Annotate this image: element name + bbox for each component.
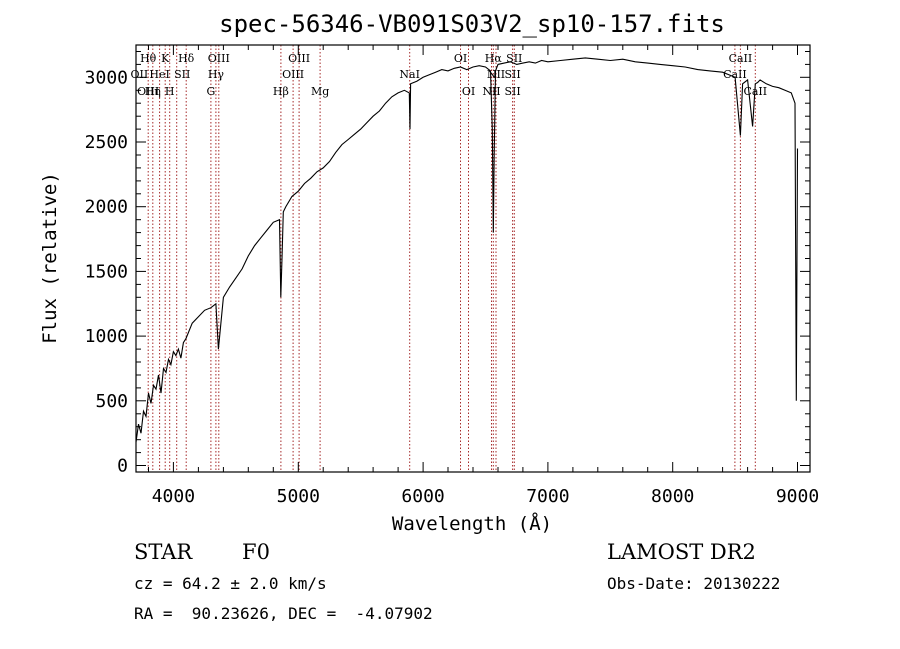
y-tick-label-1: 500 — [95, 391, 128, 412]
x-tick-label-4: 8000 — [651, 486, 694, 507]
subclass: F0 — [242, 540, 270, 564]
line-marker-label-17: CaII — [723, 68, 747, 81]
line-marker-label-18: OIII — [137, 85, 159, 98]
x-tick-label-3: 7000 — [526, 486, 569, 507]
line-marker-label-5: OI — [454, 52, 467, 65]
line-marker-label-26: SII — [504, 85, 520, 98]
y-axis-ticks: 0 500 1000 1500 2000 2500 3000 — [85, 51, 810, 477]
line-marker-label-23: Mg — [311, 85, 329, 98]
y-axis-label: Flux (relative) — [39, 172, 61, 344]
line-marker-label-0: Hθ — [140, 52, 157, 65]
ra-dec: RA = 90.23626, DEC = -4.07902 — [134, 604, 433, 623]
x-tick-label-0: 4000 — [152, 486, 195, 507]
line-marker-label-21: G — [207, 85, 216, 98]
y-tick-label-2: 1000 — [85, 326, 128, 347]
x-axis-label: Wavelength (Å) — [392, 512, 552, 535]
chart-title: spec-56346-VB091S03V2_sp10-157.fits — [219, 10, 725, 38]
line-marker-label-4: OIII — [288, 52, 310, 65]
x-tick-label-2: 6000 — [401, 486, 444, 507]
obs-date: Obs-Date: 20130222 — [607, 574, 781, 593]
y-tick-label-3: 1500 — [85, 261, 128, 282]
line-marker-label-10: HeI — [149, 68, 169, 81]
line-markers — [147, 45, 756, 472]
plot-frame — [135, 44, 811, 473]
line-marker-label-2: Hδ — [178, 52, 195, 65]
spectrum-line — [135, 57, 799, 443]
y-tick-label-6: 3000 — [85, 67, 128, 88]
line-marker-label-6: Hα — [485, 52, 503, 65]
line-marker-label-22: Hβ — [273, 85, 289, 98]
survey-name: LAMOST DR2 — [607, 540, 756, 564]
line-marker-label-19: Hη — [145, 85, 161, 98]
object-class: STAR — [134, 540, 193, 564]
redshift-cz: cz = 64.2 ± 2.0 km/s — [134, 574, 327, 593]
line-marker-label-20: H — [165, 85, 175, 98]
line-marker-label-15: NII — [487, 68, 505, 81]
line-marker-label-8: CaII — [729, 52, 753, 65]
line-marker-label-12: Hγ — [208, 68, 225, 81]
x-axis-ticks: 4000 5000 6000 7000 8000 9000 — [148, 45, 819, 507]
y-tick-label-5: 2500 — [85, 132, 128, 153]
line-marker-label-11: SII — [174, 68, 190, 81]
x-tick-label-5: 9000 — [776, 486, 819, 507]
line-marker-label-16: SII — [504, 68, 520, 81]
line-marker-label-1: K — [161, 52, 170, 65]
x-tick-label-1: 5000 — [277, 486, 320, 507]
y-tick-label-4: 2000 — [85, 197, 128, 218]
y-tick-label-0: 0 — [117, 456, 128, 477]
line-marker-label-14: NaI — [399, 68, 420, 81]
line-marker-label-3: OIII — [208, 52, 230, 65]
line-marker-label-24: OI — [462, 85, 475, 98]
line-marker-label-9: OII — [131, 68, 149, 81]
line-marker-label-13: OIII — [282, 68, 304, 81]
